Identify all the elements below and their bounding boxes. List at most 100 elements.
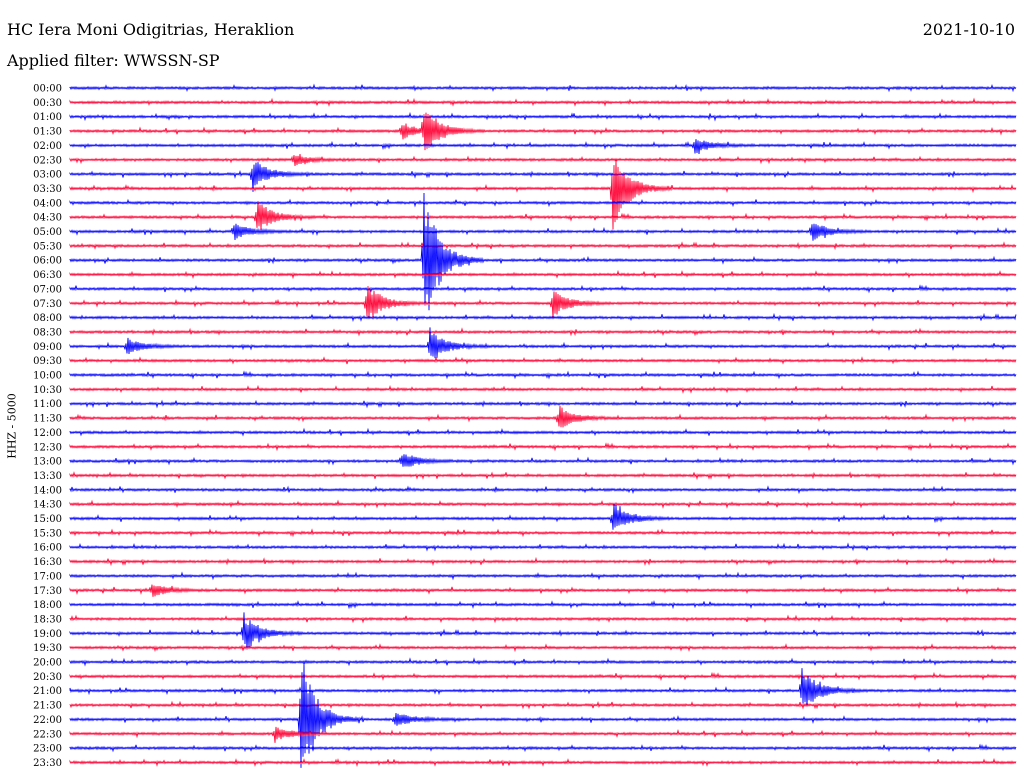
filter-label: Applied filter: WWSSN-SP — [7, 51, 220, 70]
row-time-label: 23:30 — [33, 758, 62, 769]
trace-line — [69, 399, 1017, 409]
trace-line — [69, 286, 1017, 318]
trace-line — [69, 83, 1017, 93]
trace-line — [69, 198, 1017, 208]
row-time-label: 15:00 — [33, 514, 62, 525]
row-time-label: 00:30 — [33, 98, 62, 109]
trace-line — [69, 269, 1017, 280]
row-time-label: 11:00 — [33, 399, 62, 410]
trace-line — [69, 154, 1017, 166]
row-time-label: 18:30 — [33, 614, 62, 625]
row-time-label: 01:00 — [33, 112, 62, 123]
row-time-label: 12:00 — [33, 428, 62, 439]
trace-line — [69, 643, 1017, 653]
row-time-label: 20:00 — [33, 658, 62, 669]
trace-line — [69, 556, 1017, 567]
row-time-label: 16:30 — [33, 557, 62, 568]
row-time-label: 08:00 — [33, 313, 62, 324]
trace-line — [69, 454, 1017, 467]
trace-line — [69, 499, 1017, 509]
row-time-label: 23:00 — [33, 744, 62, 755]
row-time-label: 18:00 — [33, 600, 62, 611]
trace-line — [69, 139, 1017, 155]
trace-line — [69, 162, 1017, 192]
row-time-label: 22:30 — [33, 729, 62, 740]
row-time-label: 08:30 — [33, 327, 62, 338]
row-time-label: 06:30 — [33, 270, 62, 281]
trace-line — [69, 327, 1017, 337]
trace-line — [69, 241, 1017, 251]
row-time-label: 16:00 — [33, 543, 62, 554]
trace-line — [69, 743, 1017, 753]
trace-line — [69, 726, 1017, 743]
row-time-label: 17:30 — [33, 586, 62, 597]
row-time-label: 05:00 — [33, 227, 62, 238]
trace-line — [69, 201, 1017, 230]
trace-line — [69, 442, 1017, 452]
row-time-label: 01:30 — [33, 127, 62, 138]
row-time-label: 15:30 — [33, 528, 62, 539]
trace-line — [69, 671, 1017, 681]
trace-line — [69, 384, 1017, 394]
row-time-label: 10:00 — [33, 371, 62, 382]
row-time-label: 20:30 — [33, 672, 62, 683]
trace-line — [69, 112, 1017, 151]
trace-line — [69, 528, 1017, 538]
row-time-label: 19:00 — [33, 629, 62, 640]
row-time-label: 03:30 — [33, 184, 62, 195]
row-time-label: 21:00 — [33, 686, 62, 697]
trace-line — [69, 657, 1017, 667]
trace-line — [69, 427, 1017, 437]
trace-line — [69, 405, 1017, 428]
trace-line — [69, 370, 1017, 380]
trace-line — [69, 192, 1017, 311]
trace-line — [69, 97, 1017, 107]
row-time-label: 14:00 — [33, 485, 62, 496]
row-time-label: 14:30 — [33, 500, 62, 511]
trace-line — [69, 471, 1017, 481]
trace-line — [69, 284, 1017, 294]
trace-line — [69, 542, 1017, 552]
trace-line — [69, 662, 1017, 768]
row-time-label: 13:00 — [33, 457, 62, 468]
trace-line — [69, 356, 1017, 365]
row-time-label: 22:00 — [33, 715, 62, 726]
trace-line — [69, 111, 1017, 122]
row-time-label: 06:00 — [33, 256, 62, 267]
row-time-label: 05:30 — [33, 241, 62, 252]
trace-line — [69, 312, 1017, 323]
trace-line — [69, 223, 1017, 241]
trace-line — [69, 600, 1017, 610]
row-time-label: 11:30 — [33, 414, 62, 425]
trace-line — [69, 327, 1017, 359]
row-time-label: 17:00 — [33, 571, 62, 582]
row-time-label: 04:00 — [33, 198, 62, 209]
row-time-label: 07:30 — [33, 299, 62, 310]
trace-line — [69, 158, 1017, 230]
row-time-label: 00:00 — [33, 84, 62, 95]
trace-line — [69, 614, 1017, 624]
trace-line — [69, 485, 1017, 495]
row-time-label: 02:30 — [33, 155, 62, 166]
trace-line — [69, 612, 1017, 650]
row-time-label: 02:00 — [33, 141, 62, 152]
row-time-label: 07:00 — [33, 284, 62, 295]
row-time-label: 21:30 — [33, 701, 62, 712]
trace-line — [69, 668, 1017, 707]
row-time-label: 04:30 — [33, 213, 62, 224]
row-time-label: 10:30 — [33, 385, 62, 396]
row-time-label: 13:30 — [33, 471, 62, 482]
trace-line — [69, 571, 1017, 581]
trace-line — [69, 584, 1017, 597]
trace-line — [69, 700, 1017, 710]
row-time-label: 03:00 — [33, 170, 62, 181]
row-time-label: 19:30 — [33, 643, 62, 654]
date-label: 2021-10-10 — [922, 20, 1015, 39]
station-title: HC Iera Moni Odigitrias, Heraklion — [7, 20, 295, 39]
row-time-label: 09:00 — [33, 342, 62, 353]
trace-line — [69, 504, 1017, 530]
row-time-label: 12:30 — [33, 442, 62, 453]
trace-line — [69, 757, 1017, 767]
row-time-label: 09:30 — [33, 356, 62, 367]
